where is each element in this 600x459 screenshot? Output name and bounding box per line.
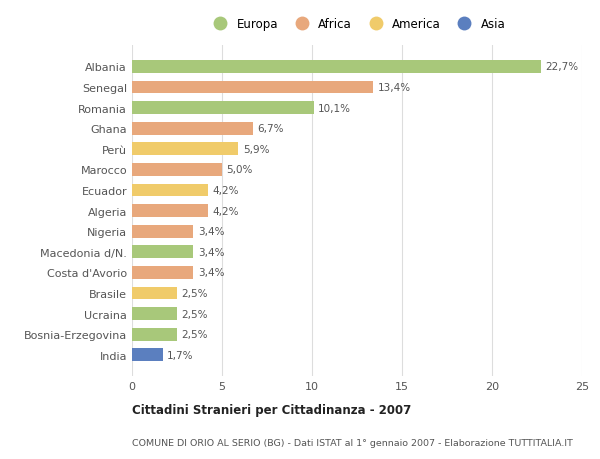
Text: 2,5%: 2,5% (182, 288, 208, 298)
Legend: Europa, Africa, America, Asia: Europa, Africa, America, Asia (206, 16, 508, 33)
Bar (132, 266, 193, 279)
Text: 13,4%: 13,4% (378, 83, 411, 93)
Text: 22,7%: 22,7% (545, 62, 578, 72)
Text: 2,5%: 2,5% (182, 309, 208, 319)
Text: 3,4%: 3,4% (198, 268, 224, 278)
Text: 3,4%: 3,4% (198, 227, 224, 237)
Text: 1,7%: 1,7% (167, 350, 194, 360)
Bar (132, 102, 314, 115)
Bar (132, 328, 177, 341)
Text: 2,5%: 2,5% (182, 330, 208, 339)
Text: Cittadini Stranieri per Cittadinanza - 2007: Cittadini Stranieri per Cittadinanza - 2… (132, 403, 411, 416)
Bar (132, 61, 541, 73)
Bar (132, 308, 177, 320)
Bar (132, 123, 253, 135)
Bar (132, 164, 222, 176)
Text: 3,4%: 3,4% (198, 247, 224, 257)
Bar (132, 205, 208, 218)
Text: 5,9%: 5,9% (242, 145, 269, 155)
Text: 4,2%: 4,2% (212, 206, 239, 216)
Text: 5,0%: 5,0% (227, 165, 253, 175)
Bar (132, 81, 373, 94)
Text: 10,1%: 10,1% (318, 103, 351, 113)
Text: 4,2%: 4,2% (212, 185, 239, 196)
Bar (132, 184, 208, 197)
Text: 6,7%: 6,7% (257, 124, 284, 134)
Bar (132, 287, 177, 300)
Bar (132, 246, 193, 258)
Bar (132, 225, 193, 238)
Bar (132, 349, 163, 361)
Text: COMUNE DI ORIO AL SERIO (BG) - Dati ISTAT al 1° gennaio 2007 - Elaborazione TUTT: COMUNE DI ORIO AL SERIO (BG) - Dati ISTA… (132, 438, 573, 447)
Bar (132, 143, 238, 156)
